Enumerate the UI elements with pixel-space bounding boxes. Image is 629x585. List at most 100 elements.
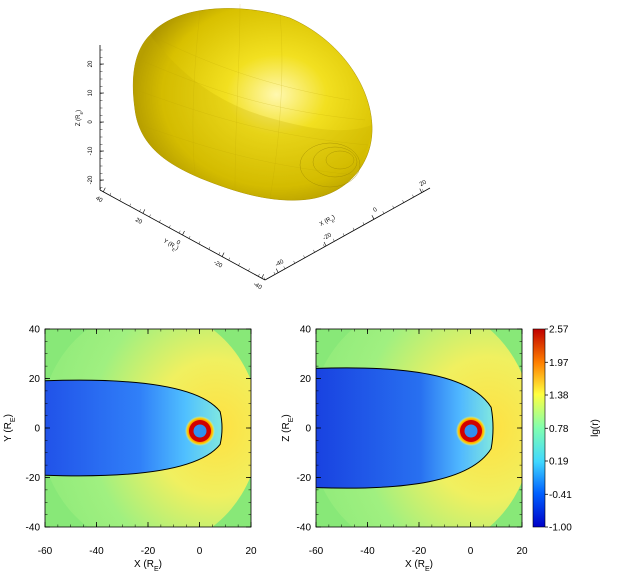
y-tick-label: 40 — [300, 325, 312, 336]
y3d-minor-tick — [109, 192, 112, 196]
y3d-tick — [221, 252, 225, 257]
colorbar-tick-label: 0.78 — [549, 424, 569, 435]
y3d-tick — [261, 274, 264, 279]
colorbar-tick-label: 1.38 — [549, 391, 569, 402]
surface-nose-rings — [299, 142, 361, 188]
z3d-tick-label: -10 — [88, 146, 94, 155]
x-tick-label: -60 — [38, 546, 53, 557]
x3d-minor-tick — [263, 277, 266, 281]
y3d-minor-tick — [238, 263, 240, 266]
y-tick-label: 20 — [29, 374, 41, 385]
surface-3d-ticks: 20 10 0 -10 -20 40 20 0 -20 -40 -40 -20 0 20 — [88, 49, 428, 292]
x3d-minor-tick — [412, 194, 414, 198]
y3d-minor-tick — [198, 241, 201, 245]
x-tick-label: 20 — [245, 546, 257, 557]
x3d-tick — [275, 268, 279, 273]
colorbar-gradient — [532, 328, 546, 528]
colorbar-label: lg(r) — [590, 419, 601, 437]
y-tick-label: -40 — [297, 523, 312, 534]
x-tick-label: 0 — [468, 546, 474, 557]
y-tick-label: 40 — [29, 325, 41, 336]
z3d-tick-label: 20 — [88, 60, 94, 67]
y3d-minor-tick — [258, 273, 260, 277]
x-tick-label: -20 — [412, 546, 427, 557]
heatmap-xy-xlabel: X (RE) — [134, 559, 162, 573]
y3d-minor-tick — [169, 225, 171, 228]
x3d-minor-tick — [343, 233, 345, 236]
y3d-minor-tick — [208, 246, 211, 250]
colorbar-tick-label: 0.19 — [549, 457, 569, 468]
x3d-minor-tick — [382, 211, 384, 214]
colorbar-tick-label: -1.00 — [549, 523, 572, 534]
y-tick-label: 0 — [305, 424, 311, 435]
colorbar-tick-label: 1.97 — [549, 358, 569, 369]
x3d-minor-tick — [422, 189, 424, 192]
colorbar-ticks: 2.57 1.97 1.38 0.78 0.19 -0.41 -1.00 — [545, 325, 572, 534]
heatmap-xy-panel: -60 -40 -20 0 20 40 20 0 -20 -40 X (RE) Y (RE) — [3, 325, 257, 573]
heatmap-xz-earth — [456, 416, 486, 446]
colorbar-tick-label: 2.57 — [549, 325, 569, 336]
y3d-tick — [142, 209, 146, 214]
x3d-minor-tick — [362, 222, 365, 225]
z3d-tick-label: 10 — [88, 89, 94, 96]
x3d-minor-tick — [273, 271, 276, 275]
y3d-minor-tick — [188, 236, 191, 239]
x3d-minor-tick — [313, 249, 315, 253]
colorbar-tick-label: -0.41 — [549, 490, 572, 501]
y3d-tick — [182, 230, 185, 236]
x3d-minor-tick — [303, 255, 305, 258]
x3d-tick-label: 0 — [372, 207, 378, 214]
x3d-minor-tick — [392, 205, 394, 209]
x-tick-label: 0 — [197, 546, 203, 557]
x3d-minor-tick — [402, 200, 404, 203]
y-tick-label: 20 — [300, 374, 312, 385]
x3d-tick — [323, 241, 327, 247]
y3d-tick-label: 40 — [94, 196, 103, 205]
heatmap-xy-ylabel: Y (RE) — [3, 414, 17, 442]
y3d-minor-tick — [218, 252, 220, 255]
surface-shading — [133, 35, 372, 201]
y-tick-label: -20 — [26, 473, 41, 484]
heatmap-xy-earth — [185, 416, 215, 446]
heatmap-xz-panel: -60 -40 -20 0 20 40 20 0 -20 -40 X (RE) Z (RE) — [281, 325, 528, 573]
y3d-minor-tick — [159, 219, 161, 223]
x3d-minor-tick — [333, 238, 335, 242]
heatmap-xz-xlabel: X (RE) — [405, 559, 433, 573]
x3d-tick-label: -20 — [322, 232, 333, 242]
y3d-minor-tick — [129, 203, 131, 207]
x3d-minor-tick — [323, 244, 325, 247]
y-tick-label: -20 — [297, 473, 312, 484]
z3d-tick-label: 0 — [88, 120, 94, 124]
y3d-minor-tick — [119, 198, 121, 201]
y3d-minor-tick — [179, 230, 181, 234]
x-tick-label: -40 — [360, 546, 375, 557]
heatmap-xy-magnetosphere — [45, 379, 223, 477]
x-tick-label: -20 — [141, 546, 156, 557]
x3d-tick-label: -40 — [274, 259, 285, 269]
y3d-tick-label: 20 — [134, 217, 143, 226]
y3d-minor-tick — [228, 257, 230, 261]
y-tick-label: -40 — [26, 523, 41, 534]
x-tick-label: -40 — [89, 546, 104, 557]
x-tick-label: 20 — [516, 546, 528, 557]
x3d-minor-tick — [283, 266, 285, 270]
magnetopause-surface — [132, 8, 373, 201]
x3d-minor-tick — [352, 227, 355, 231]
y3d-minor-tick — [149, 214, 151, 218]
x3d-minor-tick — [293, 260, 295, 264]
y-tick-label: 0 — [34, 424, 40, 435]
y3d-tick-label: -20 — [212, 260, 223, 270]
x3d-tick-label: 20 — [419, 179, 428, 188]
heatmap-xz-ticks: -60 -40 -20 0 20 40 20 0 -20 -40 — [297, 325, 528, 558]
z-axis-3d-title: Z (RE) — [76, 110, 84, 126]
x-axis-3d-title: X (RE) — [319, 214, 337, 229]
y3d-tick-label: 0 — [175, 240, 181, 247]
y3d-tick — [103, 187, 106, 192]
x3d-tick — [419, 188, 423, 193]
z3d-tick-label: -20 — [88, 175, 94, 184]
surface-mesh — [135, 3, 369, 199]
y3d-tick-label: -40 — [252, 282, 263, 292]
